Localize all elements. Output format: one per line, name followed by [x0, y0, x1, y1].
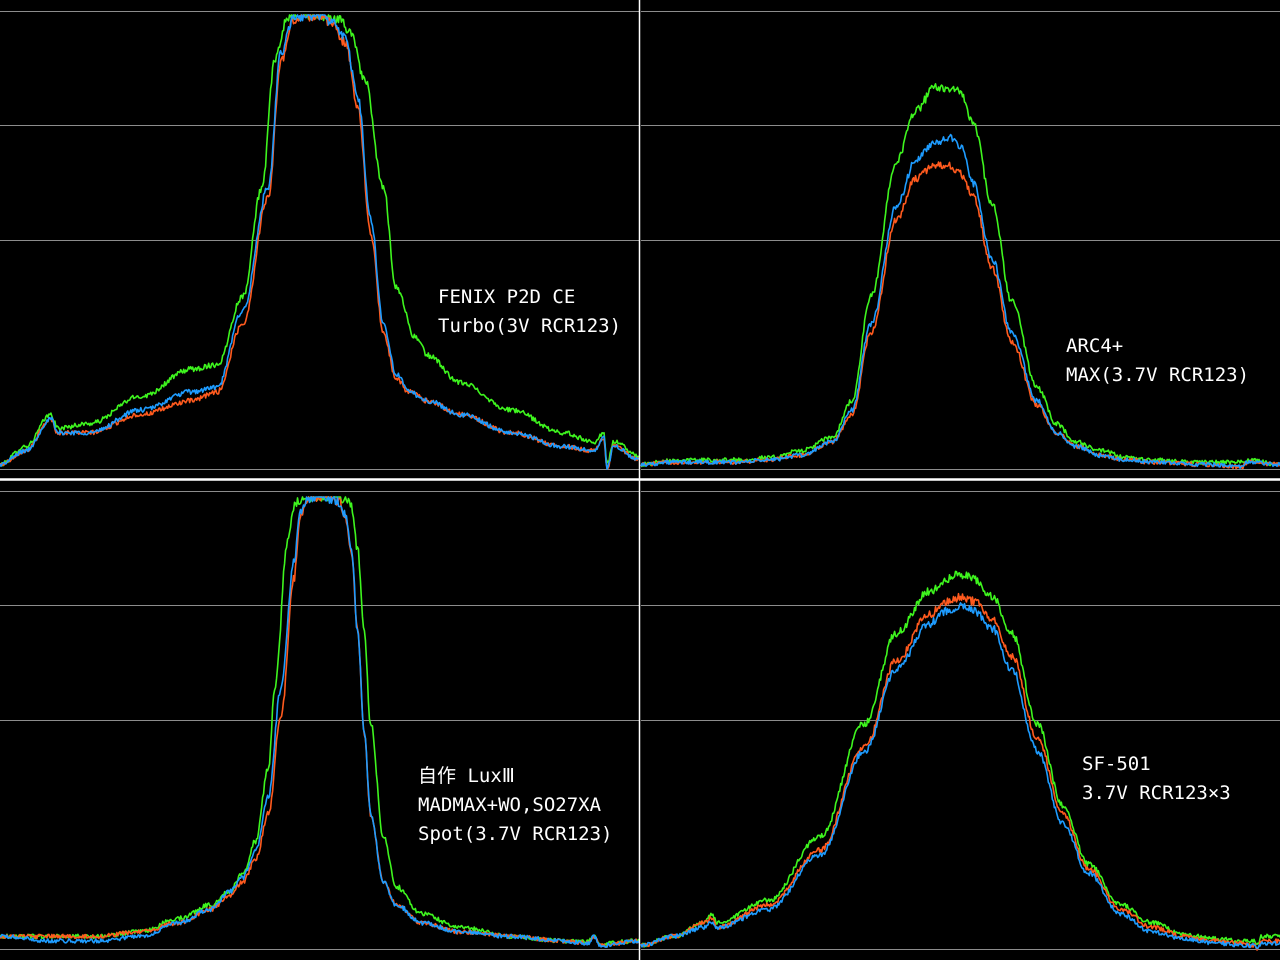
label-line: Spot(3.7V RCR123) [418, 823, 612, 845]
label-line: 自作 LuxⅢ [418, 765, 515, 787]
series-line-red [640, 592, 1280, 951]
label-fenix-p2d: FENIX P2D CE Turbo(3V RCR123) [438, 286, 621, 337]
panel-diy-lux3 [0, 491, 640, 950]
label-line: MAX(3.7V RCR123) [1066, 364, 1249, 386]
panel-arc4 [640, 11, 1280, 470]
label-diy-lux3: 自作 LuxⅢ MADMAX+WO,SO27XA Spot(3.7V RCR12… [418, 765, 612, 845]
label-line: FENIX P2D CE [438, 286, 575, 308]
label-line: MADMAX+WO,SO27XA [418, 794, 602, 816]
panel-sf-501 [640, 491, 1280, 951]
series-line-blue [640, 133, 1280, 470]
series-line-blue [0, 496, 640, 948]
label-line: SF-501 [1082, 753, 1151, 775]
series-line-blue [0, 14, 640, 470]
label-line: ARC4+ [1066, 335, 1123, 357]
label-line: 3.7V RCR123×3 [1082, 782, 1231, 804]
panel-fenix-p2d [0, 11, 640, 470]
label-arc4: ARC4+ MAX(3.7V RCR123) [1066, 335, 1249, 386]
label-sf-501: SF-501 3.7V RCR123×3 [1082, 753, 1231, 804]
series-line-green [640, 570, 1280, 948]
series-line-blue [640, 602, 1280, 950]
label-line: Turbo(3V RCR123) [438, 315, 621, 337]
